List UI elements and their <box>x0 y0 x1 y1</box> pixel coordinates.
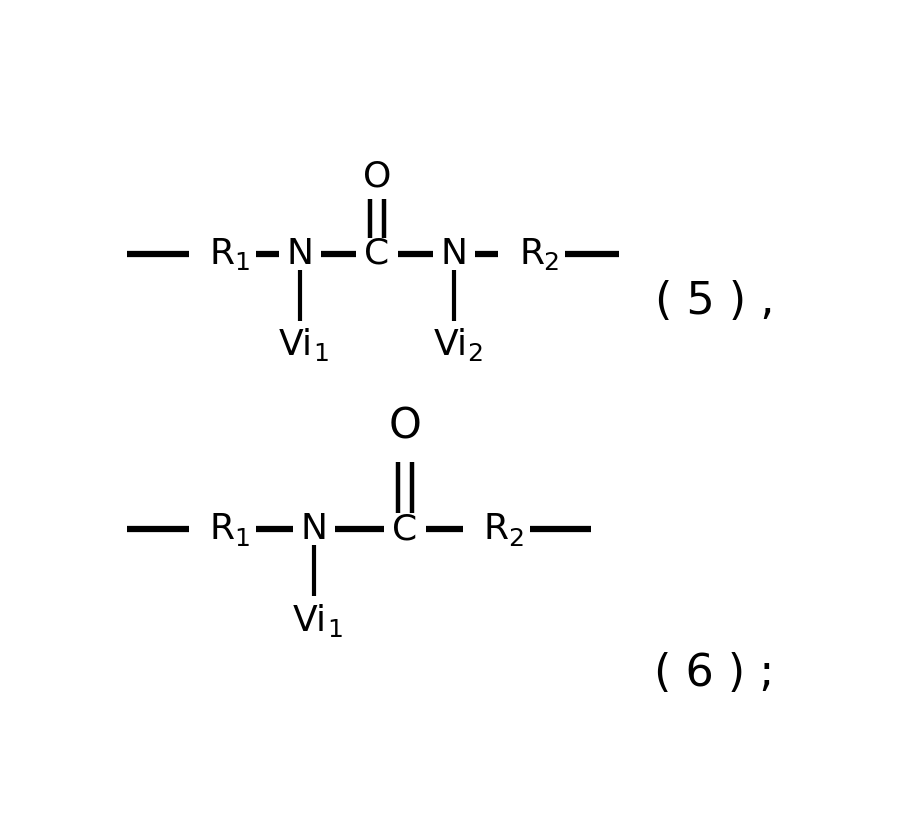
Text: 2: 2 <box>508 527 524 551</box>
Text: R: R <box>519 236 544 270</box>
Text: Vi: Vi <box>434 328 468 362</box>
Text: N: N <box>300 512 327 546</box>
Text: R: R <box>484 512 509 546</box>
Text: Vi: Vi <box>279 328 313 362</box>
Text: C: C <box>393 512 418 546</box>
Text: 2: 2 <box>467 342 483 366</box>
Text: 1: 1 <box>327 617 343 641</box>
Text: 2: 2 <box>543 251 560 275</box>
Text: C: C <box>365 236 390 270</box>
Text: ( 5 ) ,: ( 5 ) , <box>655 280 775 323</box>
Text: 1: 1 <box>313 342 328 366</box>
Text: 1: 1 <box>234 527 250 551</box>
Text: N: N <box>441 236 468 270</box>
Text: Vi: Vi <box>293 604 327 637</box>
Text: O: O <box>363 160 391 194</box>
Text: 1: 1 <box>234 251 250 275</box>
Text: R: R <box>210 236 235 270</box>
Text: ( 6 ) ;: ( 6 ) ; <box>654 651 775 695</box>
Text: R: R <box>210 512 235 546</box>
Text: N: N <box>286 236 313 270</box>
Text: O: O <box>389 405 422 448</box>
